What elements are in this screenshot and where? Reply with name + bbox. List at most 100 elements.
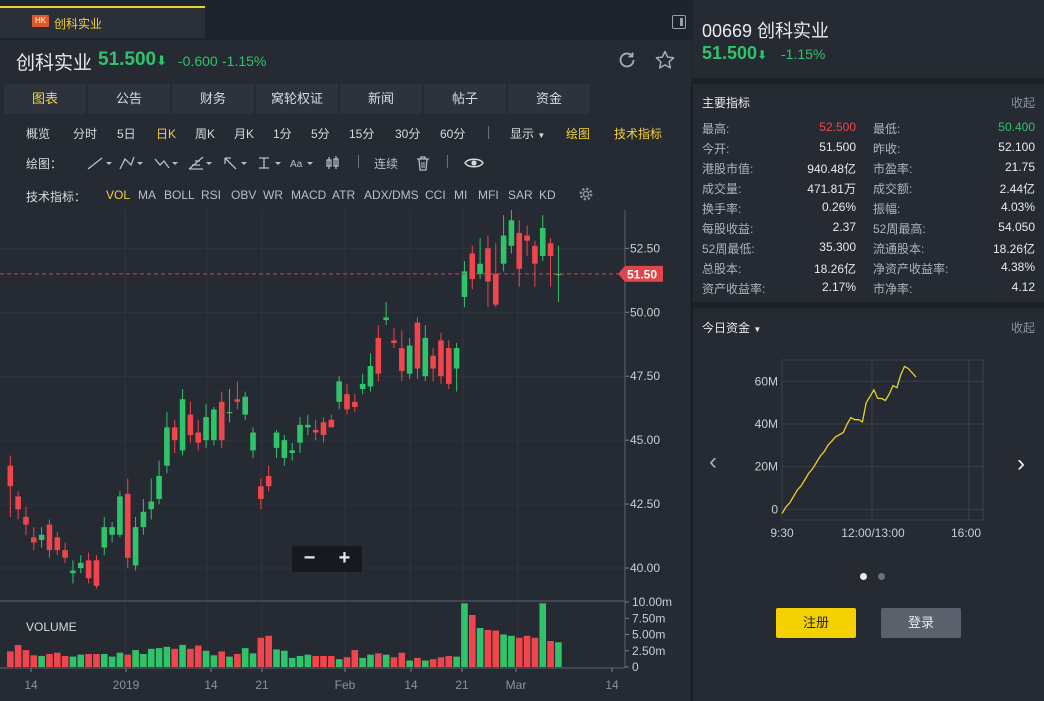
panel-toggle-icon[interactable] xyxy=(672,15,686,29)
metric-value: 50.400 xyxy=(998,120,1035,134)
candle-body xyxy=(148,501,155,510)
time-tick-label: 14 xyxy=(404,678,418,692)
indicator-wr[interactable]: WR xyxy=(263,188,283,202)
time-tick-label: Feb xyxy=(335,678,356,692)
candle-body xyxy=(391,340,397,343)
price-tick-label: 42.50 xyxy=(630,497,660,511)
tab-news[interactable]: 新闻 xyxy=(340,84,422,114)
period-30min[interactable]: 30分 xyxy=(395,127,421,141)
indicator-macd[interactable]: MACD xyxy=(291,188,327,202)
capital-flow-title[interactable]: 今日资金 ▼ xyxy=(702,321,762,335)
period-overview[interactable]: 概览 xyxy=(26,127,51,141)
indicator-atr[interactable]: ATR xyxy=(332,188,356,202)
period-5min[interactable]: 5分 xyxy=(311,127,330,141)
indicator-cci[interactable]: CCI xyxy=(425,188,446,202)
trash-icon[interactable] xyxy=(415,155,431,171)
volume-bar xyxy=(30,655,38,667)
period-day-k[interactable]: 日K xyxy=(156,127,177,141)
period-60min[interactable]: 60分 xyxy=(440,127,466,141)
indicator-ma[interactable]: MA xyxy=(138,188,156,202)
tab-posts[interactable]: 帖子 xyxy=(424,84,506,114)
candle-body xyxy=(15,496,21,510)
volume-bar xyxy=(390,657,398,667)
candlestick-chart[interactable]: 52.50 50.00 47.50 45.00 42.50 40.00 51.50 10.00… xyxy=(0,210,692,701)
candle-style-icon[interactable] xyxy=(325,155,345,171)
indicator-rsi[interactable]: RSI xyxy=(201,188,222,202)
tab-capital[interactable]: 资金 xyxy=(508,84,590,114)
login-button[interactable]: 登录 xyxy=(881,608,961,638)
volume-bar xyxy=(265,635,272,667)
volume-bar xyxy=(202,650,210,667)
indicator-kd[interactable]: KD xyxy=(539,188,556,202)
volume-bar xyxy=(187,648,194,667)
channel-tool-icon[interactable] xyxy=(117,155,145,171)
tab-warrants[interactable]: 窝轮权证 xyxy=(256,84,338,114)
zoom-in-button[interactable]: + xyxy=(338,547,351,569)
period-15min[interactable]: 15分 xyxy=(349,127,375,141)
indicator-vol[interactable]: VOL xyxy=(106,188,131,202)
tab-financials[interactable]: 财务 xyxy=(172,84,254,114)
candle-body xyxy=(328,419,335,428)
metric-row: 最高: 52.500 最低: 50.400 xyxy=(702,120,1035,140)
refresh-icon[interactable] xyxy=(616,49,638,71)
time-tick-label: 14 xyxy=(204,678,218,692)
indicator-mfi[interactable]: MFI xyxy=(478,188,499,202)
page-dot[interactable] xyxy=(878,573,885,580)
draw-toggle[interactable]: 绘图 xyxy=(566,127,591,141)
period-minute[interactable]: 分时 xyxy=(73,127,98,141)
settings-gear-icon[interactable] xyxy=(577,185,595,203)
metric-label: 最高: xyxy=(702,122,730,136)
volume-bar xyxy=(61,655,69,667)
candle-body xyxy=(492,273,499,305)
candle-body xyxy=(539,227,546,257)
stock-tab[interactable]: 创科实业 xyxy=(0,6,205,38)
period-five-day[interactable]: 5日 xyxy=(117,127,136,141)
candle-body xyxy=(140,511,147,528)
text-tool-icon[interactable]: Aa xyxy=(290,155,318,171)
line-tool-icon[interactable] xyxy=(86,155,114,171)
volume-bar xyxy=(406,660,413,667)
indicator-boll[interactable]: BOLL xyxy=(164,188,195,202)
chevron-right-icon[interactable]: › xyxy=(1017,450,1025,477)
volume-bar xyxy=(288,657,296,667)
volume-bar xyxy=(281,650,288,667)
capital-flow-collapse[interactable]: 收起 xyxy=(1010,321,1035,335)
divider xyxy=(693,302,1044,308)
candle-body xyxy=(422,337,429,377)
continuous-draw-toggle[interactable]: 连续 xyxy=(374,157,399,171)
metric-label: 最低: xyxy=(873,122,901,136)
volume-bar xyxy=(500,634,507,667)
register-button[interactable]: 注册 xyxy=(776,608,856,638)
page-dot-active[interactable] xyxy=(860,573,867,580)
eye-icon[interactable] xyxy=(464,155,484,171)
wave-tool-icon[interactable] xyxy=(153,155,181,171)
fibonacci-tool-icon[interactable] xyxy=(187,155,215,171)
display-menu[interactable]: 显示 ▼ xyxy=(510,127,546,141)
period-1min[interactable]: 1分 xyxy=(273,127,292,141)
candle-body xyxy=(445,348,452,384)
tech-indicator-toggle[interactable]: 技术指标 xyxy=(614,127,663,141)
tab-announcements[interactable]: 公告 xyxy=(88,84,170,114)
favorite-star-icon[interactable] xyxy=(654,49,676,71)
indicator-adx-dms[interactable]: ADX/DMS xyxy=(364,188,419,202)
metric-value: 54.050 xyxy=(998,220,1035,234)
divider xyxy=(447,155,448,168)
candle-body xyxy=(70,570,76,574)
volume-bar xyxy=(445,655,453,667)
indicator-mi[interactable]: MI xyxy=(454,188,468,202)
metric-value: 35.300 xyxy=(819,240,856,254)
chevron-left-icon[interactable]: ‹ xyxy=(709,448,717,475)
period-month-k[interactable]: 月K xyxy=(234,127,255,141)
metric-row: 港股市值: 940.48亿 市盈率: 21.75 xyxy=(702,160,1035,180)
candle-body xyxy=(438,340,444,377)
indicator-obv[interactable]: OBV xyxy=(231,188,257,202)
period-week-k[interactable]: 周K xyxy=(195,127,216,141)
tab-chart[interactable]: 图表 xyxy=(4,84,86,114)
price-tick-label: 47.50 xyxy=(630,369,660,383)
quote-header: 创科实业 51.500⬇ -0.600 -1.15% xyxy=(0,40,692,82)
key-metrics-collapse[interactable]: 收起 xyxy=(1010,96,1035,110)
indicator-sar[interactable]: SAR xyxy=(508,188,533,202)
arrow-tool-icon[interactable] xyxy=(222,155,250,171)
measure-tool-icon[interactable] xyxy=(256,155,284,171)
zoom-out-button[interactable]: − xyxy=(303,547,316,569)
